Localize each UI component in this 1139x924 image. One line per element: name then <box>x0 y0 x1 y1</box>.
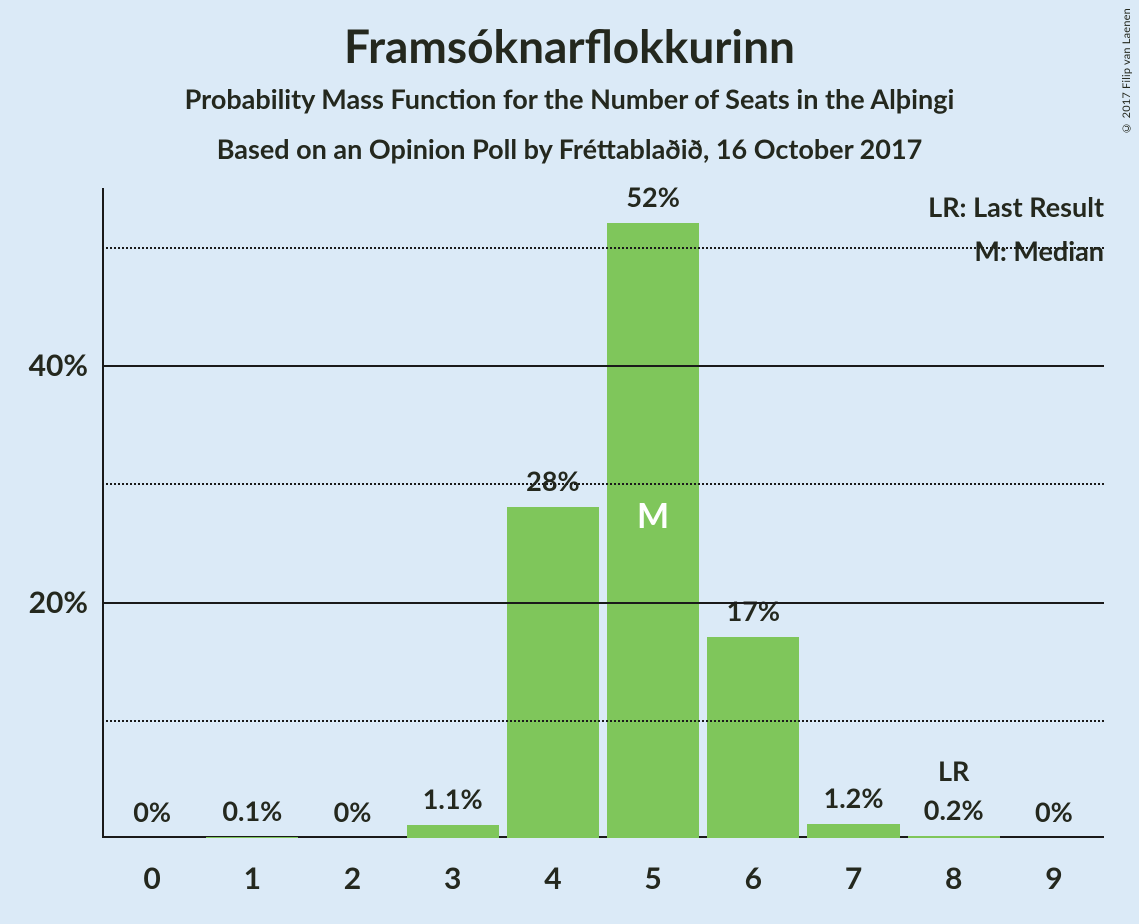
chart-title: Framsóknarflokkurinn <box>0 18 1139 73</box>
x-tick-label: 3 <box>444 838 461 896</box>
gridline-minor <box>102 720 1104 722</box>
bar <box>707 637 799 838</box>
bars-container: 0%00.1%10%21.1%328%452%M517%61.2%7 0.2% LR… <box>102 188 1104 838</box>
legend-item: M: Median <box>974 234 1104 267</box>
gridline-minor <box>102 247 1104 249</box>
chart-subtitle-2: Based on an Opinion Poll by Fréttablaðið… <box>0 132 1139 165</box>
bar <box>507 507 599 838</box>
plot-area: 0%00.1%10%21.1%328%452%M517%61.2%7 0.2% LR… <box>102 188 1104 838</box>
bar-value-label: 0% <box>1035 795 1073 828</box>
y-tick-label: 20% <box>29 584 102 620</box>
bar-column: 17%6 <box>703 188 803 838</box>
x-tick-label: 0 <box>143 838 160 896</box>
gridline-major <box>102 365 1104 367</box>
bar-column: 52%M5 <box>603 188 703 838</box>
x-tick-label: 7 <box>845 838 862 896</box>
x-tick-label: 8 <box>945 838 962 896</box>
bar <box>407 825 499 838</box>
bar-column: 0.2%LR8 <box>904 188 1004 838</box>
bar-column: 0%2 <box>302 188 402 838</box>
x-tick-label: 4 <box>544 838 561 896</box>
x-tick-label: 6 <box>745 838 762 896</box>
median-marker: M <box>637 495 669 536</box>
bar-extra-label: LR <box>938 754 969 787</box>
bar-value-label: 1.1% <box>423 782 483 815</box>
x-tick-label: 1 <box>244 838 261 896</box>
copyright-label: © 2017 Filip van Laenen <box>1120 8 1133 135</box>
x-tick-label: 2 <box>344 838 361 896</box>
bar-column: 1.2%7 <box>803 188 903 838</box>
bar-column: 0%9 <box>1004 188 1104 838</box>
gridline-major <box>102 602 1104 604</box>
y-tick-label: 40% <box>29 347 102 383</box>
bar-value-label: 1.2% <box>824 781 884 814</box>
bar-value-label: 0% <box>133 795 171 828</box>
pmf-chart: Framsóknarflokkurinn Probability Mass Fu… <box>0 0 1139 924</box>
bar-value-label: 0% <box>334 795 372 828</box>
bar-column: 0.1%1 <box>202 188 302 838</box>
legend-item: LR: Last Result <box>928 190 1104 223</box>
bar-value-label: 52% <box>626 180 679 213</box>
bar-column: 0%0 <box>102 188 202 838</box>
x-tick-label: 9 <box>1045 838 1062 896</box>
bar <box>807 824 899 838</box>
bar-value-label: 17% <box>727 594 780 627</box>
bar-column: 1.1%3 <box>403 188 503 838</box>
gridline-minor <box>102 483 1104 485</box>
x-tick-label: 5 <box>644 838 661 896</box>
bar-value-label: 28% <box>526 464 579 497</box>
bar-value-label: 0.2% <box>924 793 984 826</box>
bar-value-label: 0.1% <box>222 794 282 827</box>
chart-subtitle-1: Probability Mass Function for the Number… <box>0 82 1139 115</box>
bar-column: 28%4 <box>503 188 603 838</box>
